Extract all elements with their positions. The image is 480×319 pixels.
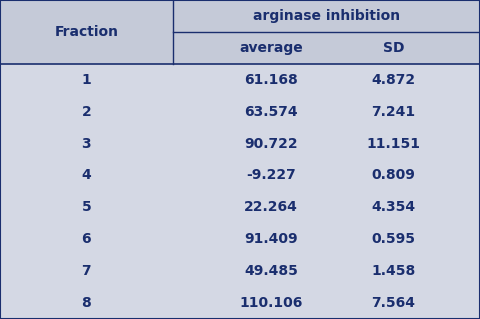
- Bar: [0, 96, 480, 128]
- Text: 61.168: 61.168: [244, 73, 298, 87]
- Text: 4.872: 4.872: [372, 73, 416, 87]
- Text: 91.409: 91.409: [244, 232, 298, 246]
- Text: 5: 5: [82, 200, 91, 214]
- Text: average: average: [240, 41, 303, 55]
- Text: 6: 6: [82, 232, 91, 246]
- Text: 7.564: 7.564: [372, 296, 416, 310]
- Text: Fraction: Fraction: [54, 25, 119, 39]
- Text: 7.241: 7.241: [372, 105, 416, 119]
- Text: arginase inhibition: arginase inhibition: [253, 9, 400, 23]
- Text: 8: 8: [82, 296, 91, 310]
- Text: 110.106: 110.106: [240, 296, 303, 310]
- Bar: [0, 223, 480, 255]
- Bar: [0, 160, 480, 191]
- Text: 2: 2: [82, 105, 91, 119]
- Text: 7: 7: [82, 264, 91, 278]
- Bar: [0, 128, 480, 160]
- Bar: [0, 64, 480, 96]
- Text: SD: SD: [383, 41, 404, 55]
- Text: 4.354: 4.354: [372, 200, 416, 214]
- Text: 0.595: 0.595: [372, 232, 416, 246]
- Bar: [0, 191, 480, 223]
- Bar: [0, 0, 480, 32]
- Text: 11.151: 11.151: [367, 137, 420, 151]
- Text: 3: 3: [82, 137, 91, 151]
- Text: 63.574: 63.574: [244, 105, 298, 119]
- Text: 1: 1: [82, 73, 91, 87]
- Bar: [0, 255, 480, 287]
- Text: 90.722: 90.722: [244, 137, 298, 151]
- Text: 4: 4: [82, 168, 91, 182]
- Text: 22.264: 22.264: [244, 200, 298, 214]
- Text: 1.458: 1.458: [372, 264, 416, 278]
- Text: 0.809: 0.809: [372, 168, 416, 182]
- Bar: [0, 32, 480, 64]
- Text: -9.227: -9.227: [246, 168, 296, 182]
- Text: 49.485: 49.485: [244, 264, 298, 278]
- Bar: [0, 287, 480, 319]
